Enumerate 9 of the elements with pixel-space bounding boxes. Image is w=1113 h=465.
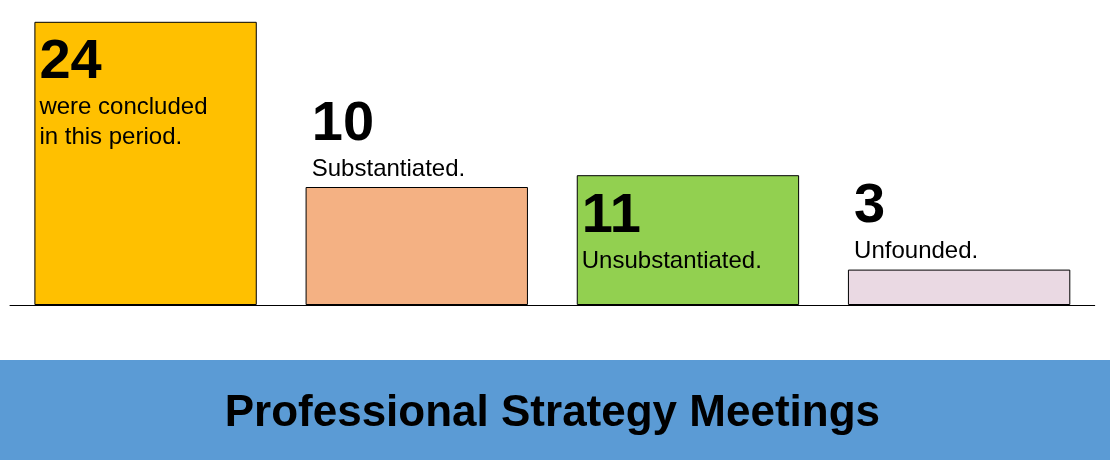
data-label: 24 xyxy=(39,27,102,91)
x-tick-label: Substantiated. xyxy=(311,153,466,181)
x-tick-label: were concluded in this period. xyxy=(38,92,208,150)
x-tick-label: Unsubstantiated. xyxy=(581,245,762,273)
data-label: 3 xyxy=(854,171,886,235)
data-label: 11 xyxy=(581,180,641,244)
data-label: 10 xyxy=(311,88,375,152)
x-axis-title: Professional Strategy Meetings xyxy=(224,385,880,435)
x-tick-label: Unfounded. xyxy=(854,236,979,264)
